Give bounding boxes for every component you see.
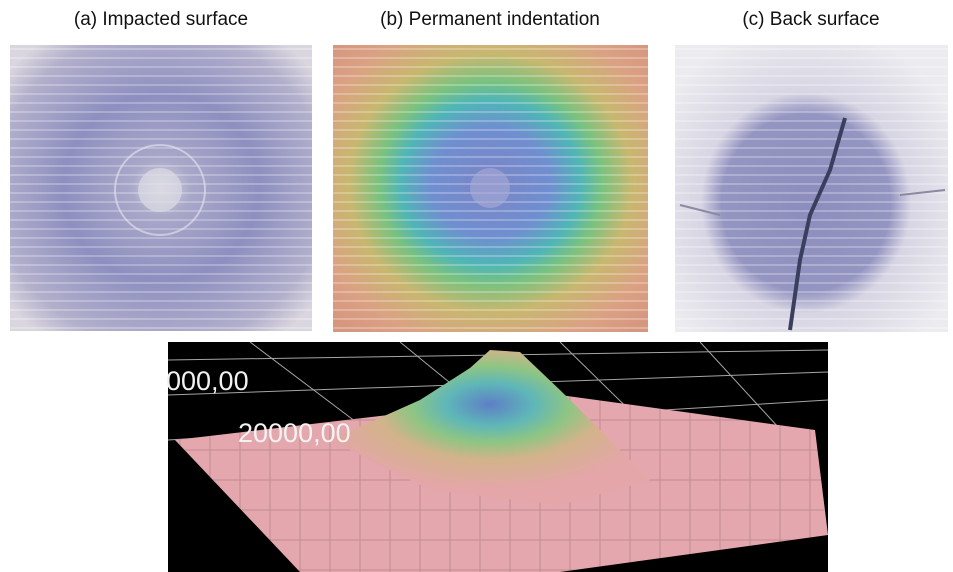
axis-label: 000,00: [166, 366, 249, 396]
panel-caption: (c) Back surface: [742, 9, 879, 30]
indentation-image: [333, 45, 648, 332]
panel-caption: (a) Impacted surface: [74, 9, 248, 30]
axis-label: 20000,00: [238, 418, 351, 448]
back-surface-image: [675, 45, 948, 332]
figure: (a) Impacted surface (b) Permanent inden…: [0, 0, 953, 572]
impacted-surface-image: [10, 45, 312, 331]
surface-3d-plot: 000,00 20000,00: [166, 342, 828, 572]
panel-caption: (b) Permanent indentation: [380, 9, 600, 30]
